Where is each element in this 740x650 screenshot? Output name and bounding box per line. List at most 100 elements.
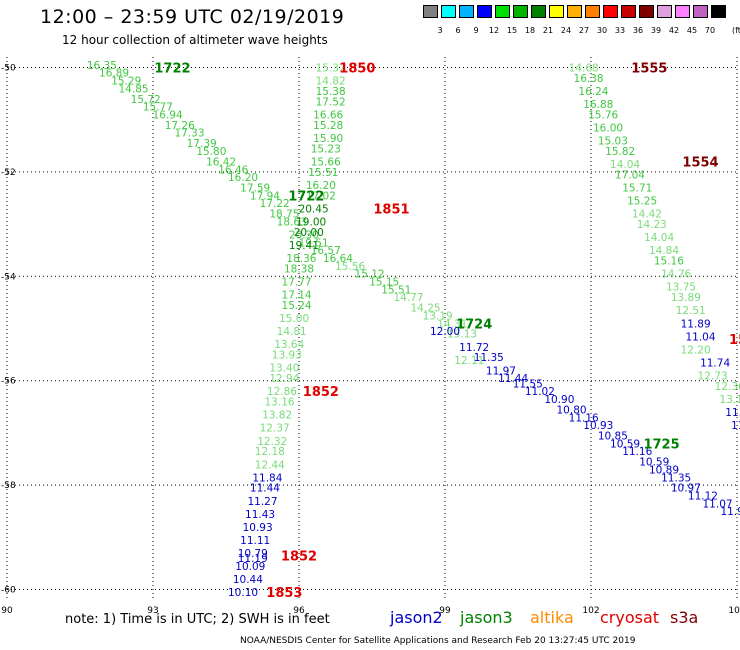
swh-value-label: 15.56 <box>335 261 365 273</box>
swh-value-label: 17.04 <box>615 169 645 181</box>
colorbar-label: 42 <box>668 26 680 35</box>
swh-value-label: 15.12 <box>355 269 385 281</box>
swh-value-label: 15.90 <box>313 133 343 145</box>
swh-value-label: 16.89 <box>99 68 129 80</box>
colorbar-swatch <box>423 5 438 18</box>
colorbar-swatch <box>711 5 726 18</box>
swh-value-label: 13.82 <box>262 410 292 422</box>
swh-value-label: 15.28 <box>313 120 343 132</box>
swh-value-label: 10.80 <box>557 404 587 416</box>
swh-value-label: 11.55 <box>513 378 543 390</box>
x-tick-label: 105 <box>728 606 740 616</box>
colorbar-swatch <box>477 5 492 18</box>
swh-value-label: 16.57 <box>311 245 341 257</box>
swh-value-label: 16.88 <box>583 99 613 111</box>
swh-value-label: 19.41 <box>289 240 319 252</box>
swh-value-label: 12.37 <box>260 423 290 435</box>
swh-value-label: 18.75 <box>269 209 299 221</box>
swh-value-label: 12.73 <box>698 370 728 382</box>
swh-value-label: 14.77 <box>393 292 423 304</box>
colorbar-swatch <box>495 5 510 18</box>
chart-subtitle: 12 hour collection of altimeter wave hei… <box>62 33 328 47</box>
x-tick-label: 93 <box>147 606 158 616</box>
swh-value-label: 20.30 <box>289 230 319 242</box>
swh-value-label: 11.16 <box>569 412 599 424</box>
colorbar-label: 9 <box>473 26 479 35</box>
swh-value-label: 10.89 <box>649 464 679 476</box>
colorbar-swatch <box>441 5 456 18</box>
swh-value-label: 15.38 <box>316 86 346 98</box>
colorbar-unit: (ft) <box>732 26 740 35</box>
swh-value-label: 14.82 <box>316 75 346 87</box>
swh-value-label: 13.93 <box>272 350 302 362</box>
swh-value-label: 15.82 <box>605 146 635 158</box>
swh-value-label: 12.94 <box>269 373 299 385</box>
swh-value-label: 11.9 <box>720 506 740 518</box>
swh-value-label: 10.93 <box>583 420 613 432</box>
swh-value-label: 15.66 <box>311 156 341 168</box>
colorbar-label: 21 <box>542 26 554 35</box>
swh-value-label: 15.25 <box>627 196 657 208</box>
swh-value-label: 14.23 <box>637 219 667 231</box>
swh-value-label: 10.09 <box>235 561 265 573</box>
colorbar-swatch <box>531 5 546 18</box>
swh-value-label: 13.89 <box>671 292 701 304</box>
swh-value-label: 11.02 <box>525 386 555 398</box>
legend-cryosat: cryosat <box>600 608 660 627</box>
swh-value-label: 15.00 <box>279 313 309 325</box>
footnote: note: 1) Time is in UTC; 2) SWH is in fe… <box>65 612 330 627</box>
colorbar-label: 24 <box>560 26 572 35</box>
swh-value-label: 17.22 <box>260 198 290 210</box>
swh-value-label: 11.19 <box>238 553 268 565</box>
swh-value-label: 13.13 <box>447 329 477 341</box>
swh-value-label: 10.59 <box>610 438 640 450</box>
swh-value-label: 11.74 <box>700 357 730 369</box>
swh-value-label: 15.51 <box>381 284 411 296</box>
swh-value-label: 14.84 <box>649 245 679 257</box>
swh-value-label: 15.76 <box>588 109 618 121</box>
swh-value-label: 16.38 <box>574 73 604 85</box>
swh-value-label: 12.51 <box>676 305 706 317</box>
swh-value-label: 10.10 <box>228 587 258 599</box>
swh-value-label: 11.12 <box>688 491 718 503</box>
swh-value-label: 10.85 <box>598 431 628 443</box>
pass-time-label: 1852 <box>303 385 339 400</box>
pass-time-label: 1722 <box>288 189 324 204</box>
colorbar-label: 45 <box>686 26 698 35</box>
swh-value-label: 15.24 <box>282 300 312 312</box>
swh-value-label: 16.46 <box>218 164 248 176</box>
swh-value-label: 11.07 <box>703 498 733 510</box>
colorbar-swatch <box>459 5 474 18</box>
pass-time-label: 1852 <box>281 550 317 565</box>
colorbar-swatch <box>675 5 690 18</box>
swh-value-label: 15.15 <box>369 277 399 289</box>
swh-value-label: 11.89 <box>681 318 711 330</box>
colorbar-label: 27 <box>578 26 590 35</box>
colorbar-label: 12 <box>488 26 500 35</box>
swh-value-label: 17.26 <box>165 120 195 132</box>
swh-value-label: 17.14 <box>282 290 312 302</box>
x-tick-label: 96 <box>293 606 305 616</box>
legend-s3a: s3a <box>670 608 699 627</box>
swh-value-label: 14.81 <box>277 326 307 338</box>
swh-value-label: 16.24 <box>578 86 608 98</box>
colorbar-swatch <box>513 5 528 18</box>
swh-value-label: 13.10 <box>720 394 740 406</box>
swh-value-label: 10.90 <box>544 394 574 406</box>
swh-value-label: 15.72 <box>131 94 161 106</box>
pass-time-label: 1722 <box>154 61 190 76</box>
swh-value-label: 18.63 <box>277 216 307 228</box>
swh-value-label: 17.59 <box>240 183 270 195</box>
swh-value-label: 12.32 <box>257 436 287 448</box>
colorbar-swatch <box>585 5 600 18</box>
swh-value-label: 12.44 <box>255 459 285 471</box>
swh-value-label: 14.04 <box>610 159 640 171</box>
swh-value-label: 10.44 <box>233 574 263 586</box>
swh-value-label: 11.97 <box>486 365 516 377</box>
chart-title: 12:00 – 23:59 UTC 02/19/2019 <box>40 6 345 28</box>
swh-value-label: 11.35 <box>661 472 691 484</box>
swh-value-label: 12.20 <box>681 344 711 356</box>
swh-value-label: 10.79 <box>238 548 268 560</box>
swh-value-label: 17.39 <box>187 138 217 150</box>
swh-value-label: 12.00 <box>430 326 460 338</box>
